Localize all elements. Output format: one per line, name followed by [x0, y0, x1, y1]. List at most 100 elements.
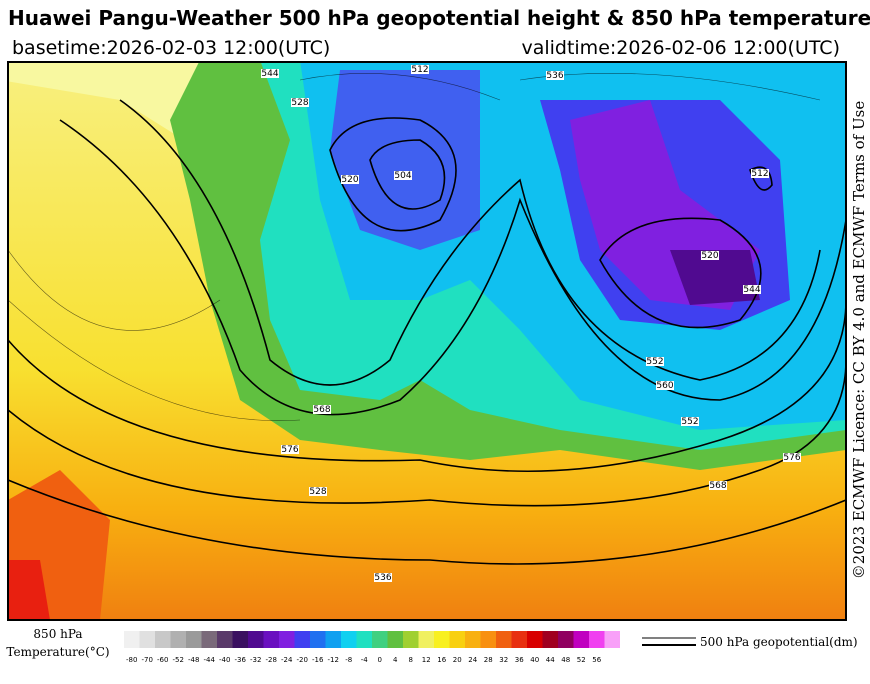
colorbar-tick-label: -70 [142, 656, 153, 664]
contour-label-bg [394, 171, 412, 180]
colorbar-swatch [279, 631, 295, 648]
colorbar-swatch [558, 631, 574, 648]
colorbar-swatch [356, 631, 372, 648]
contour-label: 568 [709, 481, 726, 491]
contour-label-bg [656, 381, 674, 390]
contour-label: 544 [743, 285, 760, 295]
colorbar-tick-label: -4 [361, 656, 369, 664]
colorbar-tick-label: -16 [312, 656, 324, 664]
contour-label-bg [313, 405, 331, 414]
contour-label-bg [681, 417, 699, 426]
colorbar-tick-label: 52 [577, 656, 586, 664]
colorbar-tick-label: -8 [345, 656, 352, 664]
colorbar-swatch [232, 631, 248, 648]
contour-label-bg [783, 453, 801, 462]
colorbar-swatch [248, 631, 264, 648]
colorbar-swatch [155, 631, 171, 648]
colorbar-swatch [511, 631, 527, 648]
colorbar-tick-label: 56 [592, 656, 601, 664]
contour-label: 552 [646, 357, 663, 367]
contour-label: 512 [411, 65, 428, 75]
contour-label: 520 [341, 175, 358, 185]
licence: ©2023 ECMWF Licence: CC BY 4.0 and ECMWF… [850, 101, 868, 580]
contour-label-bg [646, 357, 664, 366]
colorbar-swatch [294, 631, 310, 648]
contour-label: 528 [291, 98, 308, 108]
colorbar-swatch [480, 631, 496, 648]
legend-unit: Temperature(°C) [6, 645, 109, 659]
colorbar-tick-label: 36 [515, 656, 524, 664]
contour-label: 552 [681, 417, 698, 427]
contour-label-bg [291, 98, 309, 107]
contour-label: 544 [261, 69, 278, 79]
contour-label-bg [751, 169, 769, 178]
colorbar-tick-label: 28 [484, 656, 493, 664]
colorbar-tick-label: 32 [499, 656, 508, 664]
colorbar-swatch [186, 631, 202, 648]
contour-label: 560 [656, 381, 673, 391]
colorbar-swatch [139, 631, 155, 648]
contour-label: 528 [309, 487, 326, 497]
colorbar-swatch [434, 631, 450, 648]
contour-label-bg [546, 71, 564, 80]
colorbar-tick-label: -44 [204, 656, 216, 664]
colorbar-swatch [341, 631, 357, 648]
contour-label-bg [309, 487, 327, 496]
contour-label: 576 [281, 445, 298, 455]
colorbar-tick-label: 44 [546, 656, 555, 664]
colorbar-tick-label: -60 [157, 656, 168, 664]
contour-label-bg [281, 445, 299, 454]
contour-legend: 500 hPa geopotential(dm) [700, 635, 858, 649]
colorbar-swatch [418, 631, 434, 648]
colorbar-swatch [217, 631, 233, 648]
colorbar-swatch [589, 631, 605, 648]
contour-label: 536 [546, 71, 563, 81]
colorbar-swatch [310, 631, 326, 648]
colorbar-swatch [325, 631, 341, 648]
colorbar-tick-label: -12 [328, 656, 339, 664]
validtime: validtime:2026-02-06 12:00(UTC) [521, 37, 840, 59]
colorbar-swatch [263, 631, 279, 648]
colorbar-swatch [496, 631, 512, 648]
colorbar-swatch [573, 631, 589, 648]
colorbar-tick-label: -80 [126, 656, 137, 664]
colorbar-tick-label: 24 [468, 656, 477, 664]
colorbar-tick-label: 40 [530, 656, 539, 664]
colorbar-swatch [604, 631, 620, 648]
title: Huawei Pangu-Weather 500 hPa geopotentia… [8, 6, 870, 30]
colorbar-swatch [170, 631, 186, 648]
contour-label-bg [261, 69, 279, 78]
contour-label-bg [743, 285, 761, 294]
contour-label: 536 [374, 573, 391, 583]
contour-label: 568 [313, 405, 330, 415]
colorbar-swatch [527, 631, 543, 648]
contour-label-bg [701, 251, 719, 260]
contour-label: 520 [701, 251, 718, 261]
colorbar-tick-label: -28 [266, 656, 277, 664]
colorbar-swatch [124, 631, 140, 648]
colorbar-tick-label: -20 [297, 656, 308, 664]
colorbar-tick-label: 20 [453, 656, 462, 664]
contour-label: 504 [394, 171, 411, 181]
colorbar-swatch [403, 631, 419, 648]
colorbar-swatch [465, 631, 481, 648]
contour-label-bg [374, 573, 392, 582]
colorbar-swatch [542, 631, 558, 648]
colorbar-swatch [372, 631, 388, 648]
colorbar-tick-label: -48 [188, 656, 199, 664]
colorbar-tick-label: -36 [235, 656, 247, 664]
colorbar-tick-label: 12 [422, 656, 431, 664]
contour-label: 512 [751, 169, 768, 179]
colorbar-swatch [387, 631, 403, 648]
colorbar-swatch [201, 631, 217, 648]
colorbar-tick-label: 4 [393, 656, 398, 664]
colorbar-tick-label: 8 [409, 656, 413, 664]
contour-label: 576 [783, 453, 800, 463]
contour-label-bg [341, 175, 359, 184]
colorbar-tick-label: -24 [281, 656, 293, 664]
colorbar-tick-label: 48 [561, 656, 570, 664]
contour-label-bg [411, 65, 429, 74]
colorbar-tick-label: 0 [378, 656, 382, 664]
map-frame [7, 61, 847, 621]
